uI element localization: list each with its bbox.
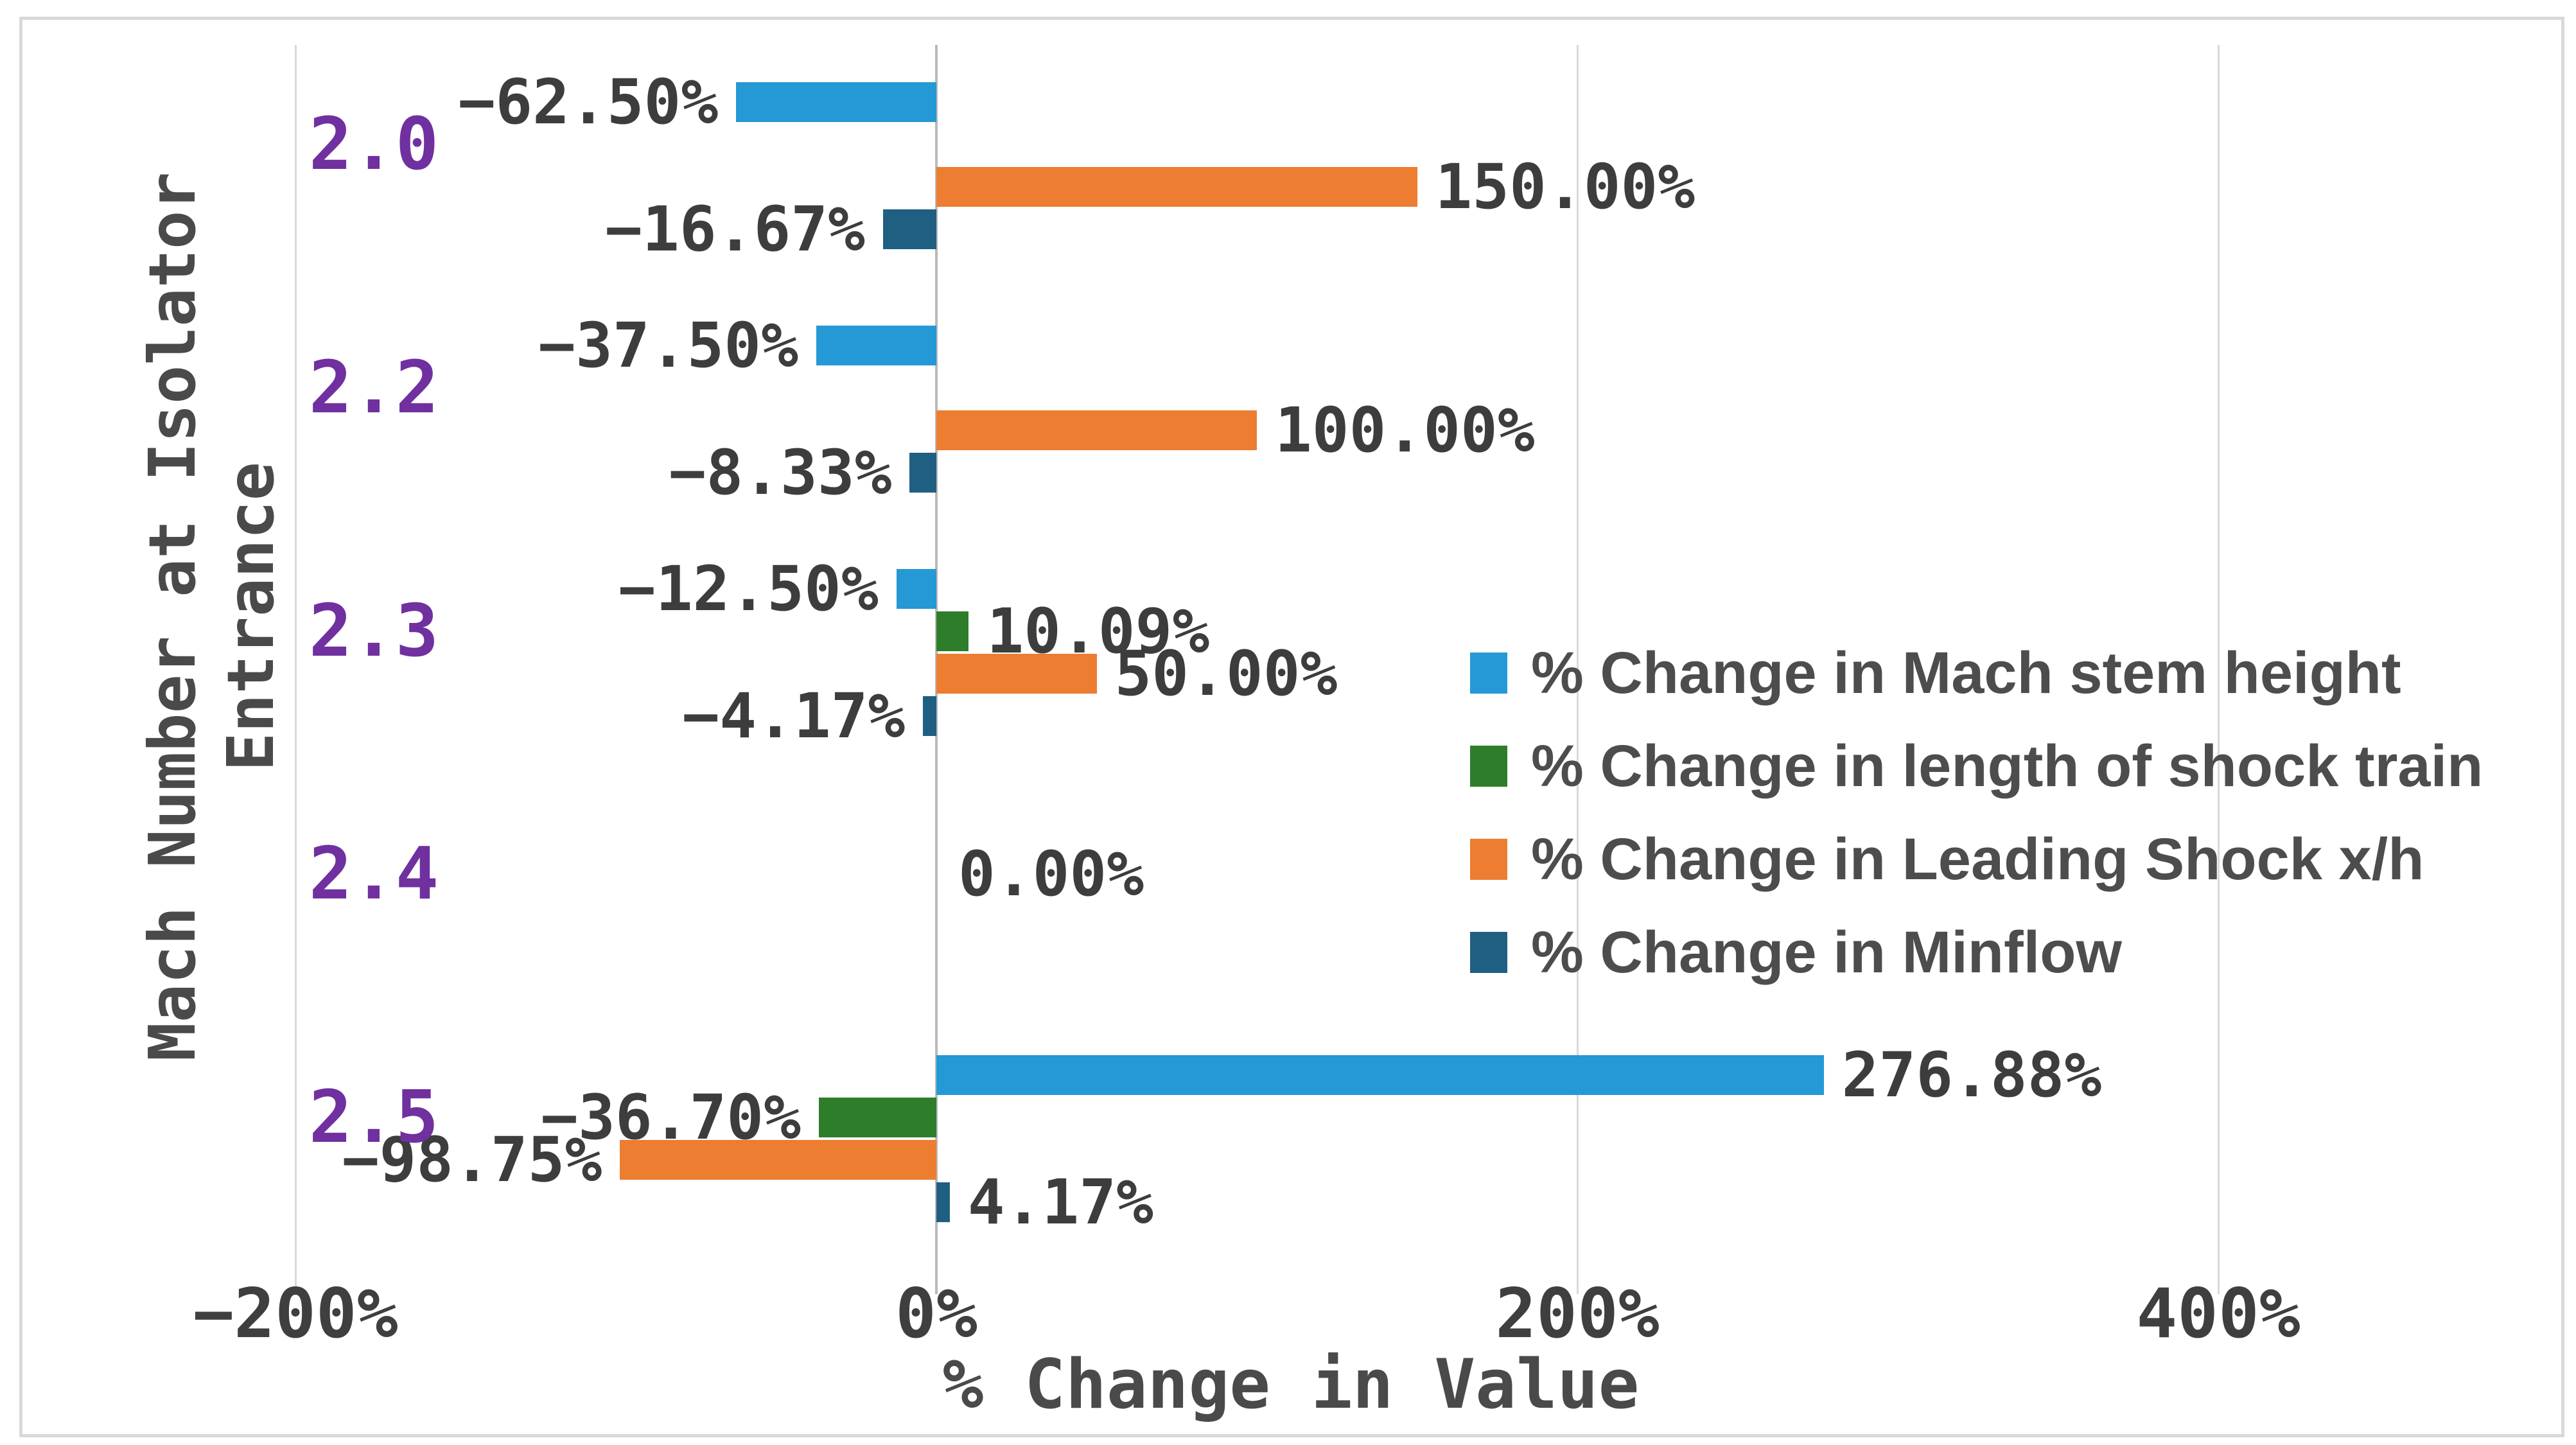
x-tick-label-3: 400% (2136, 1274, 2300, 1353)
data-label-series1-cat-2.0: −62.50% (458, 66, 719, 138)
bar-series1-cat-2.5[interactable] (936, 1055, 1824, 1096)
data-label-series1-cat-2.2: −37.50% (538, 309, 798, 381)
x-axis-title: % Change in Value (942, 1345, 1640, 1424)
y-axis-title-line2: Entrance (213, 462, 288, 771)
bar-series3-cat-2.5[interactable] (620, 1140, 936, 1180)
bar-series1-cat-2.0[interactable] (736, 82, 936, 122)
category-label-2.4: 2.4 (308, 832, 439, 916)
bar-series3-cat-2.3[interactable] (936, 653, 1097, 694)
legend-swatch-icon (1470, 746, 1507, 787)
bar-series3-cat-2.0[interactable] (936, 167, 1417, 207)
data-label-series3-cat-2.5: −98.75% (342, 1124, 602, 1196)
legend-label: % Change in Minflow (1531, 920, 2122, 985)
bar-series4-cat-2.5[interactable] (936, 1182, 950, 1223)
data-label-series2-cat-2.4: 0.00% (958, 838, 1144, 911)
bar-series4-cat-2.2[interactable] (909, 452, 936, 493)
category-label-2.3: 2.3 (308, 589, 439, 673)
bar-series1-cat-2.3[interactable] (896, 568, 936, 609)
y-axis-title: Mach Number at Isolator Entrance (134, 6, 290, 1227)
bar-series4-cat-2.0[interactable] (882, 209, 936, 249)
gridline-400 (2217, 45, 2220, 1294)
legend-swatch-icon (1470, 839, 1507, 880)
data-label-series1-cat-2.3: −12.50% (618, 552, 879, 625)
data-label-series3-cat-2.0: 150.00% (1435, 151, 1695, 223)
category-label-2.0: 2.0 (308, 103, 439, 186)
legend-swatch-icon (1470, 932, 1507, 973)
bar-series3-cat-2.2[interactable] (936, 410, 1257, 450)
data-label-series2-cat-2.3: 10.09% (986, 595, 1210, 667)
data-label-series4-cat-2.3: −4.17% (682, 679, 906, 752)
bar-series1-cat-2.2[interactable] (816, 325, 936, 365)
data-label-series4-cat-2.0: −16.67% (605, 193, 865, 265)
gridline-200 (1576, 45, 1579, 1294)
chart-border (19, 17, 2564, 1437)
data-label-series3-cat-2.3: 50.00% (1114, 637, 1338, 710)
gridline--200 (294, 45, 297, 1294)
bar-series2-cat-2.5[interactable] (818, 1098, 936, 1138)
data-label-series4-cat-2.5: 4.17% (967, 1166, 1153, 1239)
category-label-2.5: 2.5 (308, 1076, 439, 1160)
bar-series2-cat-2.3[interactable] (936, 611, 969, 651)
category-label-2.2: 2.2 (308, 346, 439, 430)
legend-swatch-icon (1470, 652, 1507, 694)
data-label-series1-cat-2.5: 276.88% (1841, 1039, 2102, 1112)
x-tick-label-0: −200% (193, 1274, 398, 1353)
bar-series4-cat-2.3[interactable] (923, 696, 936, 736)
y-axis-title-line1: Mach Number at Isolator (135, 171, 210, 1062)
x-tick-label-2: 200% (1495, 1274, 1660, 1353)
legend-label: % Change in Leading Shock x/h (1531, 827, 2424, 892)
x-tick-label-1: 0% (895, 1274, 977, 1353)
legend-label: % Change in length of shock train (1531, 733, 2484, 799)
legend-label: % Change in Mach stem height (1531, 640, 2401, 706)
data-label-series2-cat-2.5: −36.70% (541, 1082, 801, 1154)
data-label-series3-cat-2.2: 100.00% (1275, 394, 1535, 466)
data-label-series4-cat-2.2: −8.33% (669, 436, 892, 509)
